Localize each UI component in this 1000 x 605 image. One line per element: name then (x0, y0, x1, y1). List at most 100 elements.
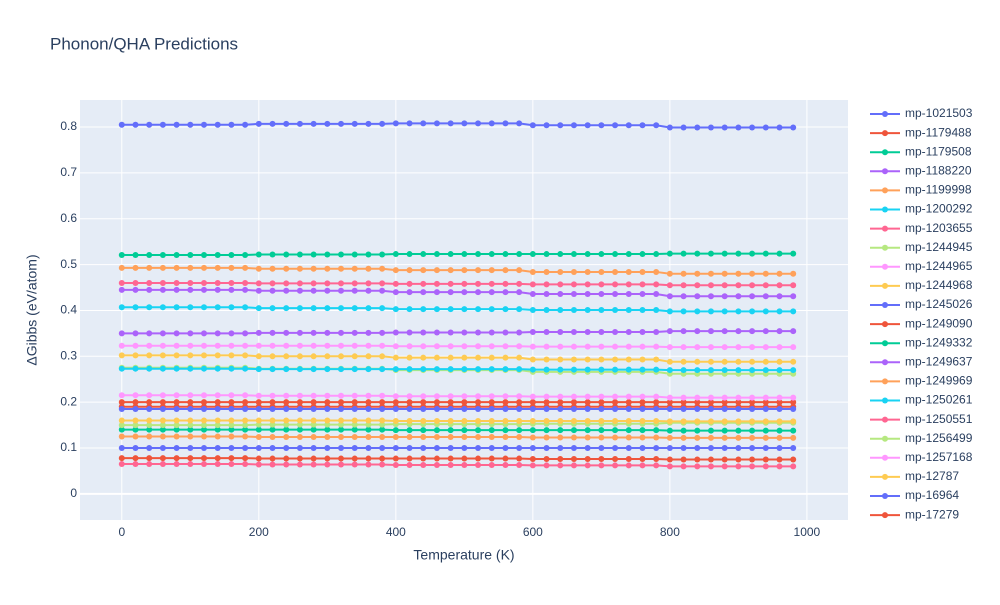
data-point (598, 393, 605, 400)
legend-item[interactable]: mp-1244945 (870, 240, 973, 254)
data-point (680, 282, 687, 289)
legend-item[interactable]: mp-1244968 (870, 278, 973, 292)
data-point (762, 308, 769, 315)
data-point (159, 330, 166, 337)
data-point (214, 399, 221, 406)
data-point (570, 462, 577, 469)
legend-item[interactable]: mp-1021503 (870, 106, 973, 120)
data-point (173, 399, 180, 406)
data-point (762, 282, 769, 289)
data-point (447, 306, 454, 313)
legend-item[interactable]: mp-1250261 (870, 393, 973, 407)
data-point (269, 120, 276, 127)
data-point (776, 270, 783, 277)
data-point (296, 417, 303, 424)
data-point (283, 445, 290, 452)
data-point (639, 462, 646, 469)
data-point (187, 330, 194, 337)
data-point (543, 456, 550, 463)
legend-item[interactable]: mp-1245026 (870, 297, 973, 311)
data-point (475, 120, 482, 127)
data-point (310, 417, 317, 424)
legend-item[interactable]: mp-1200292 (870, 202, 973, 216)
data-point (502, 280, 509, 287)
data-point (680, 456, 687, 463)
data-point (146, 455, 153, 462)
data-point (447, 399, 454, 406)
data-point (433, 251, 440, 258)
data-point (187, 422, 194, 429)
data-point (735, 399, 742, 406)
chart-title: Phonon/QHA Predictions (50, 34, 238, 53)
legend-item[interactable]: mp-17279 (870, 507, 959, 521)
legend-item[interactable]: mp-1199998 (870, 183, 972, 197)
data-point (475, 343, 482, 350)
legend-item[interactable]: mp-1249969 (870, 374, 973, 388)
data-point (242, 121, 249, 128)
data-point (146, 304, 153, 311)
data-point (146, 417, 153, 424)
data-point (680, 399, 687, 406)
data-point (639, 122, 646, 129)
legend-label: mp-1199998 (905, 183, 972, 197)
data-point (529, 290, 536, 297)
data-point (173, 426, 180, 433)
data-point (721, 427, 728, 434)
data-point (475, 306, 482, 313)
data-point (132, 251, 139, 258)
legend-item[interactable]: mp-1188220 (870, 163, 972, 177)
data-point (310, 366, 317, 373)
data-point (488, 406, 495, 413)
data-point (214, 455, 221, 462)
legend-item[interactable]: mp-1179508 (870, 144, 972, 158)
data-point (447, 251, 454, 258)
legend-item[interactable]: mp-1179488 (870, 125, 972, 139)
data-point (680, 308, 687, 315)
legend-item[interactable]: mp-1249332 (870, 335, 973, 349)
legend-item[interactable]: mp-1244965 (870, 259, 973, 273)
data-point (475, 427, 482, 434)
data-point (488, 366, 495, 373)
data-point (242, 330, 249, 337)
data-point (529, 268, 536, 275)
data-point (543, 427, 550, 434)
data-point (639, 427, 646, 434)
data-point (187, 445, 194, 452)
legend-item[interactable]: mp-1250551 (870, 412, 973, 426)
data-point (146, 279, 153, 286)
data-point (379, 366, 386, 373)
data-point (625, 434, 632, 441)
data-point (118, 399, 125, 406)
data-point (159, 422, 166, 429)
data-point (159, 251, 166, 258)
data-point (351, 461, 358, 468)
legend-item[interactable]: mp-1249637 (870, 354, 973, 368)
legend-item[interactable]: mp-1203655 (870, 221, 973, 235)
legend-item[interactable]: mp-1256499 (870, 431, 973, 445)
data-point (228, 433, 235, 440)
data-point (392, 417, 399, 424)
data-point (365, 120, 372, 127)
data-point (543, 406, 550, 413)
data-point (666, 394, 673, 401)
data-point (790, 463, 797, 470)
legend-item[interactable]: mp-12787 (870, 469, 959, 483)
data-point (296, 406, 303, 413)
data-point (255, 421, 262, 428)
data-point (762, 250, 769, 257)
data-point (749, 293, 756, 300)
data-point (598, 399, 605, 406)
data-point (666, 293, 673, 300)
data-point (612, 445, 619, 452)
y-tick-label: 0.2 (60, 394, 77, 408)
legend-marker (882, 493, 888, 499)
data-point (406, 120, 413, 127)
legend-item[interactable]: mp-1249090 (870, 316, 973, 330)
data-point (776, 406, 783, 413)
data-point (680, 406, 687, 413)
data-point (447, 267, 454, 274)
legend-item[interactable]: mp-1257168 (870, 450, 973, 464)
data-point (749, 328, 756, 335)
data-point (516, 445, 523, 452)
legend-item[interactable]: mp-16964 (870, 488, 959, 502)
